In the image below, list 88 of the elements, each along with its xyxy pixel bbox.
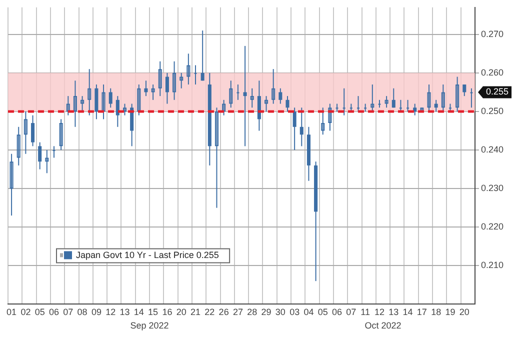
x-tick-label: 09 xyxy=(91,307,102,318)
candlestick xyxy=(24,110,28,154)
x-tick-label: 30 xyxy=(275,307,286,318)
x-tick-label: 26 xyxy=(218,307,229,318)
candlestick xyxy=(250,88,254,108)
candlestick xyxy=(151,84,155,100)
y-tick-label: 0.260 xyxy=(481,67,504,78)
candlestick xyxy=(94,84,98,120)
candlestick xyxy=(180,72,184,89)
candlestick xyxy=(73,80,77,128)
x-tick-label: 02 xyxy=(20,307,31,318)
candlestick xyxy=(66,96,70,116)
x-tick-label: 20 xyxy=(176,307,186,318)
candlestick xyxy=(456,76,460,112)
candlestick xyxy=(59,118,63,151)
candlestick xyxy=(30,114,35,147)
text: Sep 2022 xyxy=(130,320,169,331)
x-tick-label: 14 xyxy=(402,307,413,318)
x-tick-label: 12 xyxy=(374,307,384,318)
x-tick-label: 22 xyxy=(204,307,215,318)
x-tick-label: 08 xyxy=(77,307,88,318)
x-tick-label: 19 xyxy=(445,307,456,318)
x-tick-label: 01 xyxy=(6,307,17,318)
candlestick xyxy=(38,142,42,170)
candlestick xyxy=(300,107,304,147)
legend-label: Japan Govt 10 Yr - Last Price 0.255 xyxy=(76,250,219,260)
x-tick-label: 16 xyxy=(162,307,172,318)
candlestick xyxy=(321,107,325,136)
candlestick xyxy=(264,96,268,112)
x-tick-label: 29 xyxy=(261,307,272,318)
x-tick-label: 28 xyxy=(247,307,258,318)
candlestick xyxy=(214,107,219,208)
y-tick-label: 0.270 xyxy=(481,28,504,39)
candlestick xyxy=(116,96,120,128)
candlestick xyxy=(186,53,190,85)
candlestick xyxy=(272,68,276,104)
candlestick xyxy=(172,60,176,100)
candlestick xyxy=(200,30,204,82)
candlestick xyxy=(222,99,226,116)
x-tick-label: 18 xyxy=(431,307,442,318)
y-tick-label: 0.210 xyxy=(481,260,504,270)
x-tick-label: 06 xyxy=(48,307,59,318)
y-tick-label: 0.230 xyxy=(481,183,504,194)
candlestick xyxy=(16,126,20,166)
candlestick xyxy=(392,88,396,108)
candlestick xyxy=(328,103,332,132)
x-tick-label: 04 xyxy=(304,307,314,318)
x-tick-label: 03 xyxy=(290,307,300,318)
text: 0.255 xyxy=(486,86,509,97)
candlestick xyxy=(108,88,112,108)
candlestick xyxy=(286,96,290,112)
candlestick xyxy=(427,84,431,112)
x-tick-label: 13 xyxy=(388,307,399,318)
candlestick xyxy=(122,103,127,116)
candlestick xyxy=(137,84,141,116)
x-tick-label: 07 xyxy=(346,307,356,318)
candlestick xyxy=(370,84,374,112)
text: Oct 2022 xyxy=(364,320,402,331)
candlestick xyxy=(243,45,247,147)
x-tick-label: 12 xyxy=(106,307,116,318)
x-tick-label: 17 xyxy=(416,307,427,318)
x-tick-label: 14 xyxy=(134,307,144,318)
candlestick xyxy=(278,88,282,104)
candlestick xyxy=(441,84,445,112)
x-tick-label: 11 xyxy=(360,307,370,318)
x-tick-label: 06 xyxy=(332,307,342,318)
x-tick-label: 13 xyxy=(120,307,130,318)
candlestick xyxy=(292,107,296,151)
candlestick xyxy=(80,96,84,112)
x-tick-label: 07 xyxy=(63,307,74,318)
candlestick xyxy=(10,153,14,216)
candlestick xyxy=(384,96,388,108)
x-tick-label: 20 xyxy=(459,307,470,318)
candlestick xyxy=(102,84,106,120)
x-tick-label: 05 xyxy=(34,307,45,318)
y-tick-label: 0.240 xyxy=(481,144,504,155)
candlestick xyxy=(45,150,49,174)
x-tick-label: 21 xyxy=(190,307,201,318)
candlestick xyxy=(158,60,162,97)
candlestick xyxy=(229,80,233,108)
x-tick-label: 05 xyxy=(318,307,328,318)
candlestick xyxy=(413,103,417,116)
candlestick xyxy=(165,72,169,104)
x-tick-label: 15 xyxy=(148,307,158,318)
y-tick-label: 0.220 xyxy=(481,222,504,232)
y-tick-label: 0.250 xyxy=(481,106,504,116)
candlestick xyxy=(88,68,92,116)
x-tick-label: 27 xyxy=(232,307,243,318)
